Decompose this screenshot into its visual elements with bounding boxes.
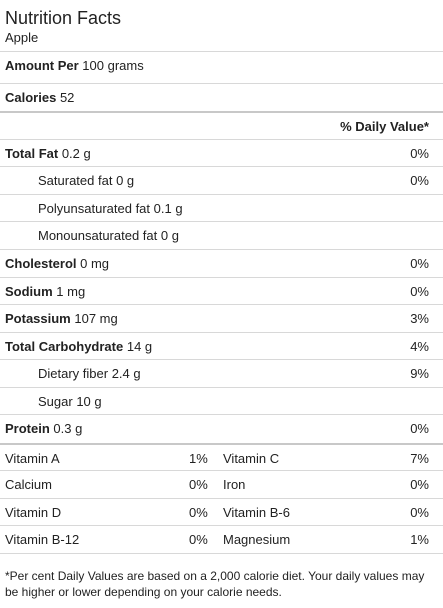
nutrient-amount: 10 g	[76, 394, 102, 409]
nutrient-percent: 0%	[410, 256, 429, 271]
vitamin-percent: 0%	[410, 505, 429, 520]
nutrient-row-monounsaturated-fat: Monounsaturated fat 0 g	[0, 221, 443, 248]
nutrient-row-sodium: Sodium 1 mg 0%	[0, 277, 443, 304]
nutrient-row-cholesterol: Cholesterol 0 mg 0%	[0, 249, 443, 276]
nutrient-amount: 0 g	[160, 228, 179, 243]
vitamin-name: Vitamin D	[5, 505, 62, 520]
nutrient-row-protein: Protein 0.3 g 0%	[0, 414, 443, 441]
vitamin-row-1: Calcium 0% Iron 0%	[0, 470, 443, 497]
nutrient-amount: 1 mg	[56, 284, 86, 299]
nutrient-label: Sugar	[38, 394, 73, 409]
nutrient-row-saturated-fat: Saturated fat 0 g 0%	[0, 166, 443, 193]
nutrient-row-total-carbohydrate: Total Carbohydrate 14 g 4%	[0, 332, 443, 359]
vitamin-percent: 1%	[410, 532, 429, 547]
vitamin-name: Magnesium	[223, 532, 291, 547]
calories-label: Calories	[5, 90, 57, 105]
vitamin-percent: 0%	[189, 477, 208, 492]
food-name: Apple	[5, 30, 39, 45]
nutrient-percent: 4%	[410, 339, 429, 354]
panel-title: Nutrition Facts	[5, 8, 122, 28]
nutrient-label: Total Fat	[5, 146, 59, 161]
vitamin-name: Iron	[223, 477, 246, 492]
nutrient-percent: 0%	[410, 173, 429, 188]
nutrient-percent: 9%	[410, 366, 429, 381]
calories-value: 52	[59, 90, 75, 105]
nutrient-amount: 2.4 g	[111, 366, 141, 381]
footnote: *Per cent Daily Values are based on a 2,…	[5, 569, 425, 599]
serving-row: Amount Per 100 grams	[0, 51, 443, 78]
vitamin-percent: 0%	[189, 505, 208, 520]
nutrient-label: Total Carbohydrate	[5, 339, 124, 354]
nutrient-amount: 0 g	[116, 173, 135, 188]
vitamin-percent: 7%	[410, 451, 429, 466]
vitamin-name: Vitamin C	[223, 451, 280, 466]
nutrient-amount: 14 g	[126, 339, 153, 354]
nutrient-row-sugar: Sugar 10 g	[0, 387, 443, 414]
nutrient-row-total-fat: Total Fat 0.2 g 0%	[0, 139, 443, 166]
nutrient-row-potassium: Potassium 107 mg 3%	[0, 304, 443, 331]
nutrient-amount: 107 mg	[74, 311, 118, 326]
calories-row: Calories 52	[0, 83, 443, 110]
vitamin-name: Vitamin A	[5, 451, 60, 466]
vitamin-percent: 0%	[189, 532, 208, 547]
nutrient-label: Polyunsaturated fat	[38, 201, 151, 216]
vitamin-name: Vitamin B-6	[223, 505, 290, 520]
vitamin-row-2: Vitamin D 0% Vitamin B-6 0%	[0, 498, 443, 525]
nutrient-label: Sodium	[5, 284, 53, 299]
vitamin-name: Calcium	[5, 477, 52, 492]
serving-label: Amount Per	[5, 58, 79, 73]
nutrient-amount: 0.3 g	[53, 421, 83, 436]
nutrient-percent: 3%	[410, 311, 429, 326]
nutrient-label: Cholesterol	[5, 256, 77, 271]
vitamin-percent: 0%	[410, 477, 429, 492]
nutrient-row-polyunsaturated-fat: Polyunsaturated fat 0.1 g	[0, 194, 443, 221]
nutrient-amount: 0 mg	[80, 256, 110, 271]
nutrient-amount: 0.1 g	[153, 201, 183, 216]
vitamin-row-0: Vitamin A 1% Vitamin C 7%	[0, 443, 443, 470]
nutrient-label: Protein	[5, 421, 50, 436]
daily-value-header: % Daily Value*	[340, 119, 429, 134]
daily-value-header-row: % Daily Value*	[0, 111, 443, 138]
footer-divider	[0, 553, 443, 554]
nutrient-percent: 0%	[410, 146, 429, 161]
vitamin-name: Vitamin B-12	[5, 532, 80, 547]
vitamin-row-3: Vitamin B-12 0% Magnesium 1%	[0, 525, 443, 552]
vitamin-percent: 1%	[189, 451, 208, 466]
nutrient-label: Monounsaturated fat	[38, 228, 158, 243]
nutrient-label: Potassium	[5, 311, 71, 326]
nutrient-row-dietary-fiber: Dietary fiber 2.4 g 9%	[0, 359, 443, 386]
nutrient-percent: 0%	[410, 284, 429, 299]
nutrient-label: Dietary fiber	[38, 366, 109, 381]
nutrient-percent: 0%	[410, 421, 429, 436]
nutrient-amount: 0.2 g	[61, 146, 91, 161]
nutrient-label: Saturated fat	[38, 173, 113, 188]
serving-value: 100 grams	[82, 58, 144, 73]
